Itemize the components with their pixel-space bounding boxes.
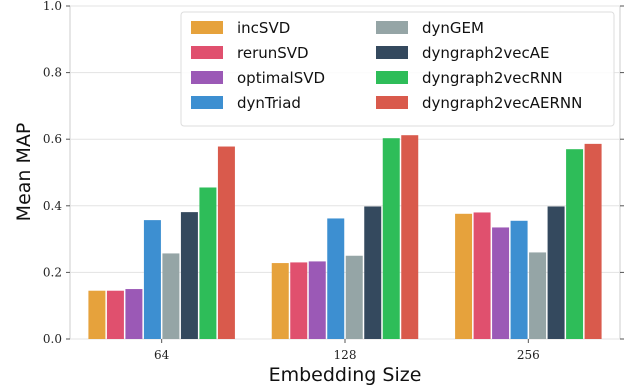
bar-incSVD-128 (271, 263, 289, 339)
y-tick-label: 0.0 (43, 332, 62, 346)
bar-dyngraph2vecRNN-256 (566, 149, 584, 339)
legend-label-dynGEM: dynGEM (422, 19, 484, 37)
bar-incSVD-256 (455, 213, 473, 339)
legend-swatch-optimalSVD (191, 71, 223, 84)
y-tick-label: 0.6 (43, 132, 62, 146)
legend-label-optimalSVD: optimalSVD (237, 69, 325, 87)
bar-dynTriad-64 (143, 220, 161, 339)
legend-swatch-dyngraph2vecRNN (376, 71, 408, 84)
legend: incSVD rerunSVD optimalSVD dynTriad dynGEM dy… (180, 11, 615, 127)
legend-swatch-dyngraph2vecAE (376, 46, 408, 59)
bar-dynGEM-128 (345, 255, 363, 339)
x-tick-label: 256 (517, 348, 540, 362)
bar-dyngraph2vecAERNN-64 (217, 146, 235, 339)
bar-dyngraph2vecRNN-64 (199, 187, 217, 339)
bars (88, 135, 602, 339)
bar-dynTriad-256 (510, 220, 528, 339)
bar-dynGEM-64 (162, 253, 180, 339)
legend-swatch-dynGEM (376, 21, 408, 34)
y-tick-label: 0.2 (43, 265, 62, 279)
legend-label-dynTriad: dynTriad (237, 94, 301, 112)
legend-swatch-rerunSVD (191, 46, 223, 59)
legend-label-incSVD: incSVD (237, 19, 290, 37)
legend-swatch-incSVD (191, 21, 223, 34)
y-axis-title: Mean MAP (13, 123, 35, 222)
x-axis-title: Embedding Size (269, 364, 422, 386)
bar-optimalSVD-128 (308, 261, 326, 339)
bar-dyngraph2vecAERNN-128 (401, 135, 419, 339)
bar-dyngraph2vecAE-128 (364, 206, 382, 339)
bar-dyngraph2vecRNN-128 (382, 138, 400, 339)
bar-dyngraph2vecAE-256 (547, 206, 565, 339)
legend-swatch-dyngraph2vecAERNN (376, 96, 408, 109)
legend-label-dyngraph2vecAE: dyngraph2vecAE (422, 44, 549, 62)
axes: 0.0 0.2 0.4 0.6 0.8 1.0 64 128 256 (43, 0, 624, 362)
bar-dyngraph2vecAERNN-256 (584, 143, 602, 339)
y-tick-label: 0.4 (43, 199, 62, 213)
legend-label-dyngraph2vecAERNN: dyngraph2vecAERNN (422, 94, 582, 112)
bar-dynTriad-128 (327, 218, 345, 339)
legend-swatch-dynTriad (191, 96, 223, 109)
legend-label-dyngraph2vecRNN: dyngraph2vecRNN (422, 69, 563, 87)
y-tick-label: 0.8 (43, 66, 62, 80)
x-tick-label: 64 (154, 348, 170, 362)
bar-dynGEM-256 (529, 252, 547, 339)
bar-optimalSVD-256 (492, 227, 510, 339)
bar-rerunSVD-256 (473, 212, 491, 339)
x-tick-label: 128 (334, 348, 357, 362)
bar-rerunSVD-128 (290, 262, 308, 339)
bar-incSVD-64 (88, 290, 106, 339)
bar-dyngraph2vecAE-64 (180, 212, 198, 339)
y-tick-label: 1.0 (43, 0, 62, 13)
legend-label-rerunSVD: rerunSVD (237, 44, 309, 62)
bar-optimalSVD-64 (125, 289, 143, 339)
bar-rerunSVD-64 (106, 290, 124, 339)
legend-box (180, 11, 615, 127)
